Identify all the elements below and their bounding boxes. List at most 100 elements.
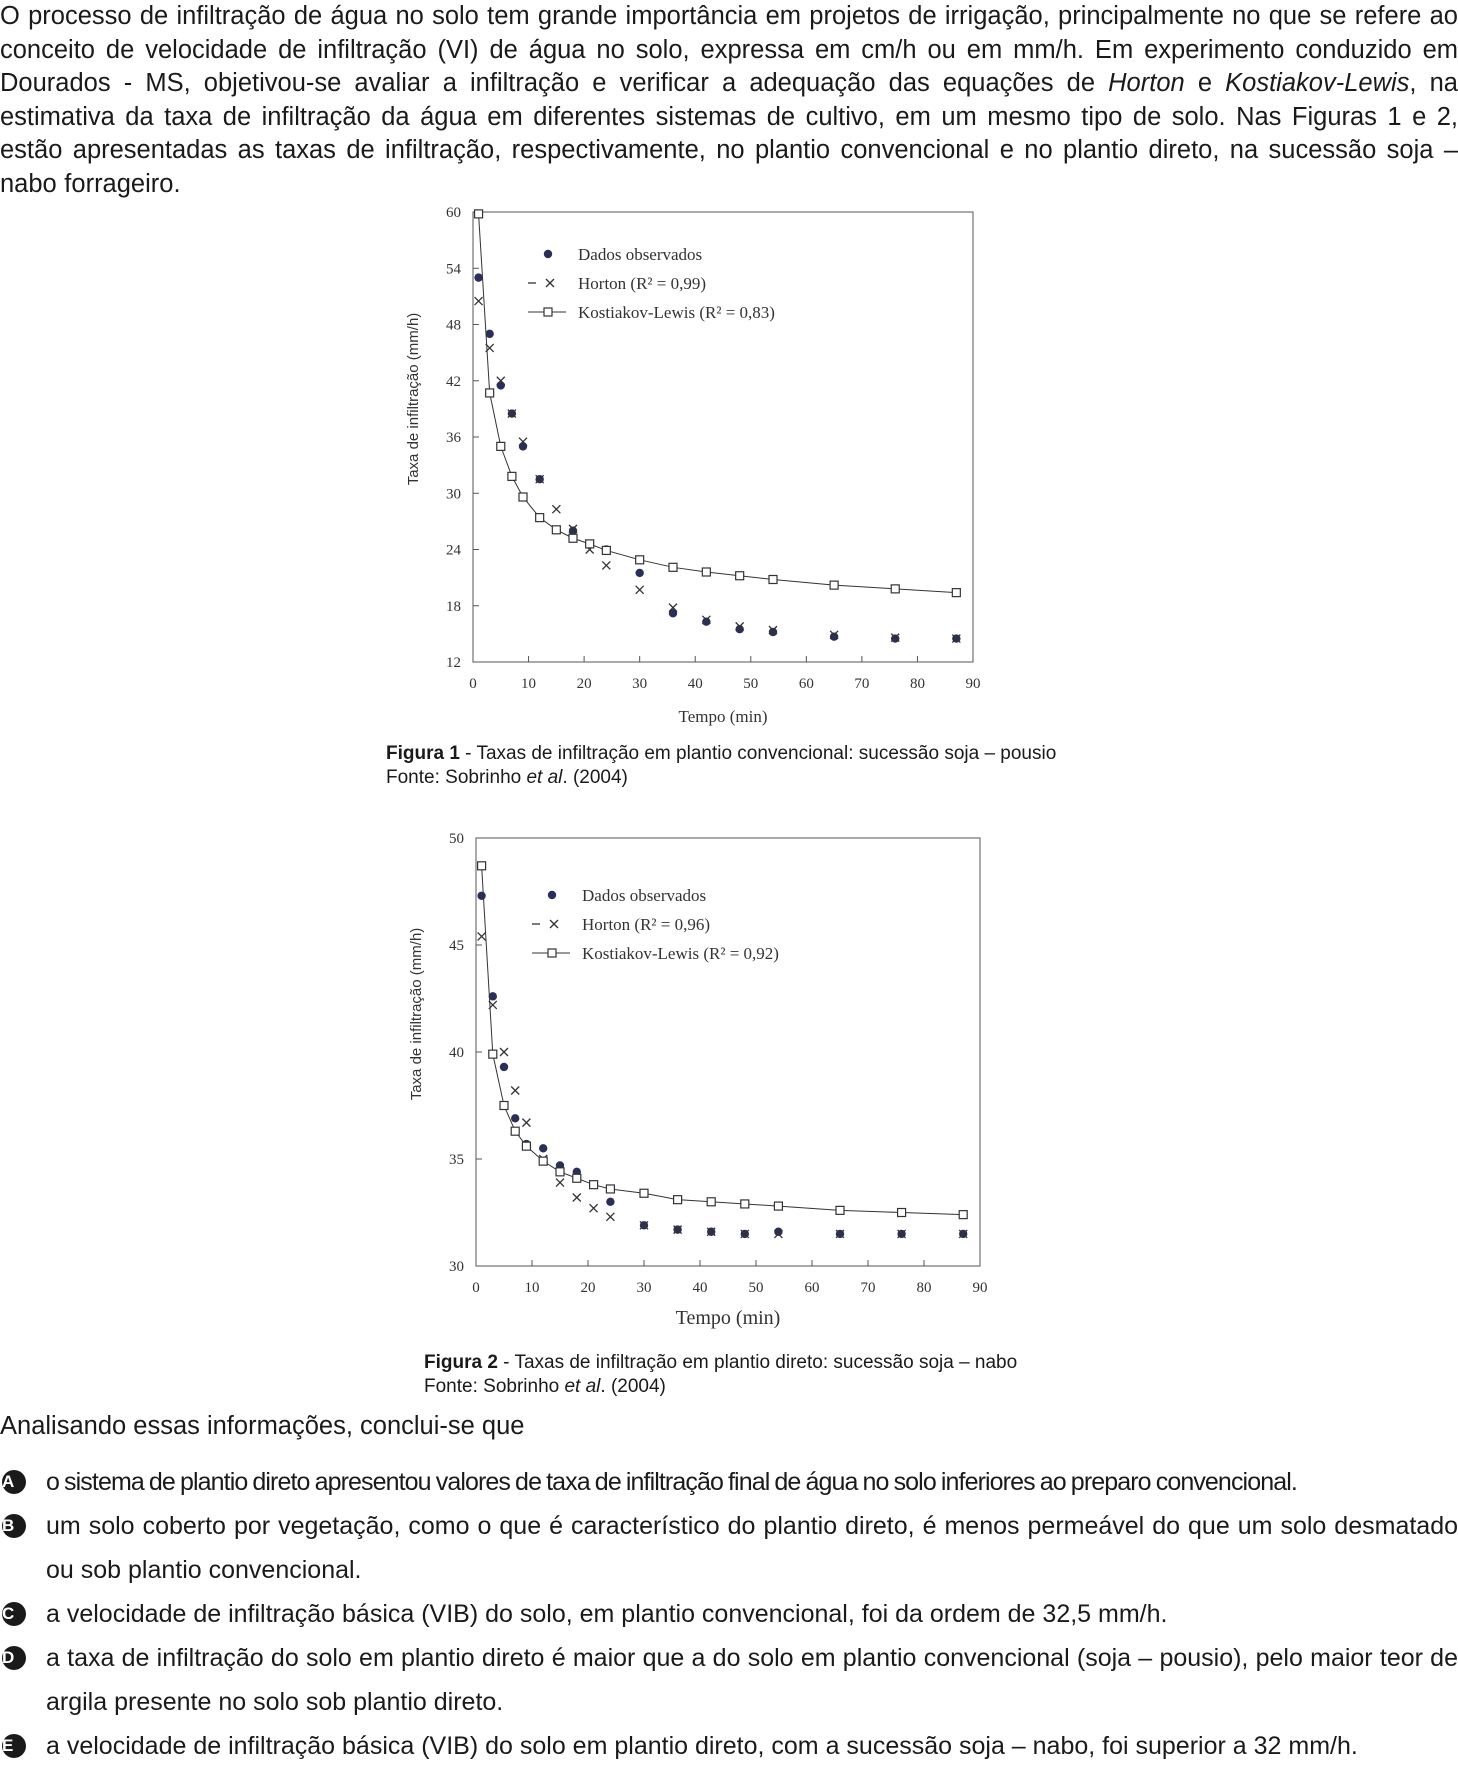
- option-e-letter: E: [2, 1734, 26, 1758]
- figure-2-chart: 30 35 40 45 50 0 10 20 30 40 50 60 70 80 90 Tempo (min)…: [408, 831, 988, 1329]
- option-a-text: o sistema de plantio direto apresentou v…: [46, 1468, 1298, 1496]
- chart1-legend-observed-symbol: [543, 249, 553, 259]
- chart1-kostiakov-point: [473, 209, 484, 219]
- chart2-horton-point: [673, 1225, 683, 1235]
- chart1-observed-point: [668, 609, 678, 618]
- chart1-kostiakov-point: [496, 441, 506, 451]
- chart1-kostiakov-point: [951, 588, 961, 598]
- option-a-letter: A: [2, 1470, 26, 1494]
- option-b-letter: B: [2, 1514, 26, 1538]
- chart1-kostiakov-point: [507, 471, 517, 481]
- chart1-horton-point: [668, 603, 678, 613]
- chart1-horton-point-stroke-b: [951, 634, 961, 644]
- chart1-observed-point: [496, 381, 505, 390]
- chart1-ytick-label: 18: [446, 599, 461, 615]
- chart1-kostiakov-point: [890, 584, 900, 594]
- chart1-horton-point: [890, 633, 900, 643]
- chart2-horton-point-stroke-b: [773, 1229, 783, 1239]
- chart2-xtick-label: 50: [749, 1280, 764, 1296]
- chart2-horton-point: [835, 1229, 845, 1239]
- option-d-text: a taxa de infiltração do solo em plantio…: [46, 1644, 1458, 1716]
- intro-text-part2: e: [1184, 69, 1226, 97]
- chart1-kostiakov-point: [635, 555, 645, 565]
- chart1-ytick-label: 24: [446, 543, 462, 559]
- chart1-kostiakov-point: [601, 545, 611, 556]
- chart2-horton-point: [521, 1118, 531, 1128]
- chart2-kostiakov-point: [510, 1126, 520, 1136]
- chart2-x-axis-label: Tempo (min): [676, 1307, 781, 1329]
- chart1-xtick-label: 10: [521, 676, 536, 692]
- figure-1-source-italic: et al: [526, 767, 563, 788]
- chart2-kostiakov-point: [673, 1195, 683, 1205]
- chart2-kostiakov-point: [958, 1210, 968, 1220]
- chart1-kostiakov-point: [735, 571, 745, 581]
- chart1-ytick-label: 54: [446, 261, 462, 277]
- chart1-ytick-label: 12: [446, 655, 461, 671]
- chart2-horton-point: [740, 1229, 750, 1239]
- chart2-kostiakov-point: [639, 1188, 649, 1198]
- chart2-ytick-label: 50: [449, 831, 464, 847]
- chart2-horton-point: [773, 1229, 783, 1239]
- chart1-horton-point-stroke-b: [668, 603, 678, 613]
- chart2-horton-point-stroke-b: [897, 1229, 907, 1239]
- chart1-horton-point-stroke-b: [735, 621, 745, 631]
- chart1-observed-point: [485, 329, 494, 339]
- chart2-horton-point-stroke-b: [589, 1203, 599, 1213]
- intro-kostiakov: Kostiakov-Lewis: [1225, 69, 1410, 97]
- figure-1-caption: Figura 1 - Taxas de infiltração em plant…: [386, 742, 1056, 790]
- chart2-observed-point: [488, 992, 497, 1001]
- chart1-horton-point-stroke-b: [568, 524, 578, 534]
- chart1-legend-horton-symbol-stroke-b: [545, 278, 555, 288]
- chart1-ytick-label: 30: [446, 486, 461, 502]
- chart2-observed-point: [511, 1114, 520, 1123]
- chart2-horton-point: [706, 1227, 716, 1237]
- chart2-xtick-label: 40: [693, 1280, 708, 1296]
- chart2-kostiakov-point: [538, 1156, 548, 1166]
- chart1-horton-point: [496, 376, 506, 386]
- chart2-observed-point: [499, 1062, 509, 1072]
- chart1-ytick-label: 60: [446, 205, 461, 221]
- chart2-xtick-label: 10: [525, 1280, 540, 1296]
- chart1-horton-point: [735, 621, 745, 631]
- chart1-y-axis-label: Taxa de infiltração (mm/h): [405, 313, 422, 486]
- option-e-text: a velocidade de infiltração básica (VIB)…: [46, 1732, 1358, 1760]
- chart2-xtick-label: 60: [805, 1280, 820, 1296]
- chart2-horton-point-stroke-b: [521, 1118, 531, 1128]
- chart1-observed-point: [829, 632, 839, 641]
- chart2-xtick-label: 90: [973, 1280, 988, 1296]
- question-stem: Analisando essas informações, conclui-se…: [0, 1412, 525, 1440]
- figure-2-source-italic: et al: [564, 1376, 601, 1397]
- chart1-kostiakov-point: [535, 513, 545, 523]
- chart2-kostiakov-point: [835, 1205, 845, 1215]
- chart1-xtick-label: 50: [743, 676, 758, 692]
- chart2-horton-point-stroke-b: [572, 1193, 582, 1202]
- chart1-horton-point: [635, 585, 645, 595]
- chart2-y-axis-label: Taxa de infiltração (mm/h): [408, 928, 425, 1101]
- intro-text-part3: , na estimativa da taxa de infiltração d…: [0, 69, 1458, 198]
- option-d-letter: D: [2, 1646, 26, 1670]
- chart1-kostiakov-point: [668, 562, 678, 572]
- chart1-horton-point: [535, 474, 545, 484]
- chart2-observed-point: [477, 891, 486, 900]
- chart2-horton-point-stroke-b: [835, 1229, 845, 1239]
- chart2-horton-point: [572, 1193, 582, 1202]
- chart2-kostiakov-point: [706, 1197, 716, 1207]
- chart1-x-axis-label: Tempo (min): [679, 707, 768, 726]
- chart1-xtick-label: 30: [632, 676, 647, 692]
- chart1-horton-point-stroke-b: [601, 560, 611, 570]
- chart1-observed-point: [635, 568, 644, 578]
- chart2-horton-point-stroke-b: [706, 1227, 716, 1237]
- chart2-ytick-label: 35: [449, 1152, 464, 1168]
- chart2-horton-point: [897, 1229, 907, 1239]
- chart2-xtick-label: 30: [637, 1280, 652, 1296]
- chart2-kostiakov-point: [555, 1167, 565, 1177]
- chart2-kostiakov-point: [476, 861, 487, 871]
- chart1-kostiakov-line: [478, 213, 957, 594]
- chart1-horton-point: [518, 437, 528, 447]
- chart2-legend-kostiakov-symbol: [547, 948, 557, 958]
